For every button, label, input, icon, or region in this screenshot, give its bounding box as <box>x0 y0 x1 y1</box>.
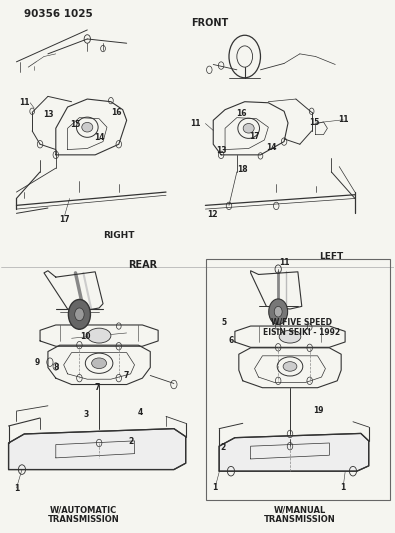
Text: 11: 11 <box>338 115 348 124</box>
Ellipse shape <box>92 358 107 368</box>
Text: 90356 1025: 90356 1025 <box>24 9 93 19</box>
Text: 2: 2 <box>128 438 133 447</box>
Text: 16: 16 <box>236 109 247 118</box>
Text: 19: 19 <box>314 406 324 415</box>
Polygon shape <box>219 433 369 471</box>
Text: 14: 14 <box>266 143 277 152</box>
Text: 15: 15 <box>310 118 320 127</box>
Text: 15: 15 <box>70 119 81 128</box>
Text: FRONT: FRONT <box>191 18 228 28</box>
Text: 12: 12 <box>207 210 218 219</box>
Text: 3: 3 <box>84 410 89 419</box>
Circle shape <box>269 299 288 325</box>
Text: W/MANUAL
TRANSMISSION: W/MANUAL TRANSMISSION <box>264 505 336 524</box>
Text: 11: 11 <box>190 119 201 128</box>
Text: LEFT: LEFT <box>319 253 344 261</box>
Circle shape <box>68 300 90 329</box>
Ellipse shape <box>279 330 301 343</box>
Text: 1: 1 <box>14 483 19 492</box>
Text: W/AUTOMATIC
TRANSMISSION: W/AUTOMATIC TRANSMISSION <box>47 505 119 524</box>
Circle shape <box>75 308 84 321</box>
Text: 10: 10 <box>80 332 90 341</box>
Text: 14: 14 <box>94 133 104 142</box>
Text: 17: 17 <box>59 215 70 224</box>
Polygon shape <box>9 429 186 470</box>
Circle shape <box>274 306 282 317</box>
Text: 13: 13 <box>216 146 227 155</box>
Text: 18: 18 <box>237 165 248 174</box>
Text: 6: 6 <box>228 336 233 345</box>
Text: 1: 1 <box>340 482 346 491</box>
Ellipse shape <box>243 124 254 133</box>
Ellipse shape <box>283 362 297 371</box>
Ellipse shape <box>87 328 111 343</box>
Text: 16: 16 <box>111 108 122 117</box>
Text: RIGHT: RIGHT <box>103 231 135 240</box>
Bar <box>206 259 390 500</box>
Text: W/FIVE SPEED
EISIN SEIKI - 1992: W/FIVE SPEED EISIN SEIKI - 1992 <box>263 318 340 337</box>
Text: 7: 7 <box>124 371 129 380</box>
Text: 4: 4 <box>138 408 143 417</box>
Text: REAR: REAR <box>128 261 157 270</box>
Ellipse shape <box>82 123 93 132</box>
Text: 9: 9 <box>35 358 40 367</box>
Text: 8: 8 <box>53 363 58 372</box>
Text: 5: 5 <box>222 318 227 327</box>
Text: 1: 1 <box>213 482 218 491</box>
Text: 11: 11 <box>19 98 30 107</box>
Text: 11: 11 <box>279 258 290 266</box>
Text: 2: 2 <box>220 443 226 452</box>
Text: 17: 17 <box>249 132 260 141</box>
Text: 7: 7 <box>94 383 100 392</box>
Text: 13: 13 <box>43 110 54 119</box>
